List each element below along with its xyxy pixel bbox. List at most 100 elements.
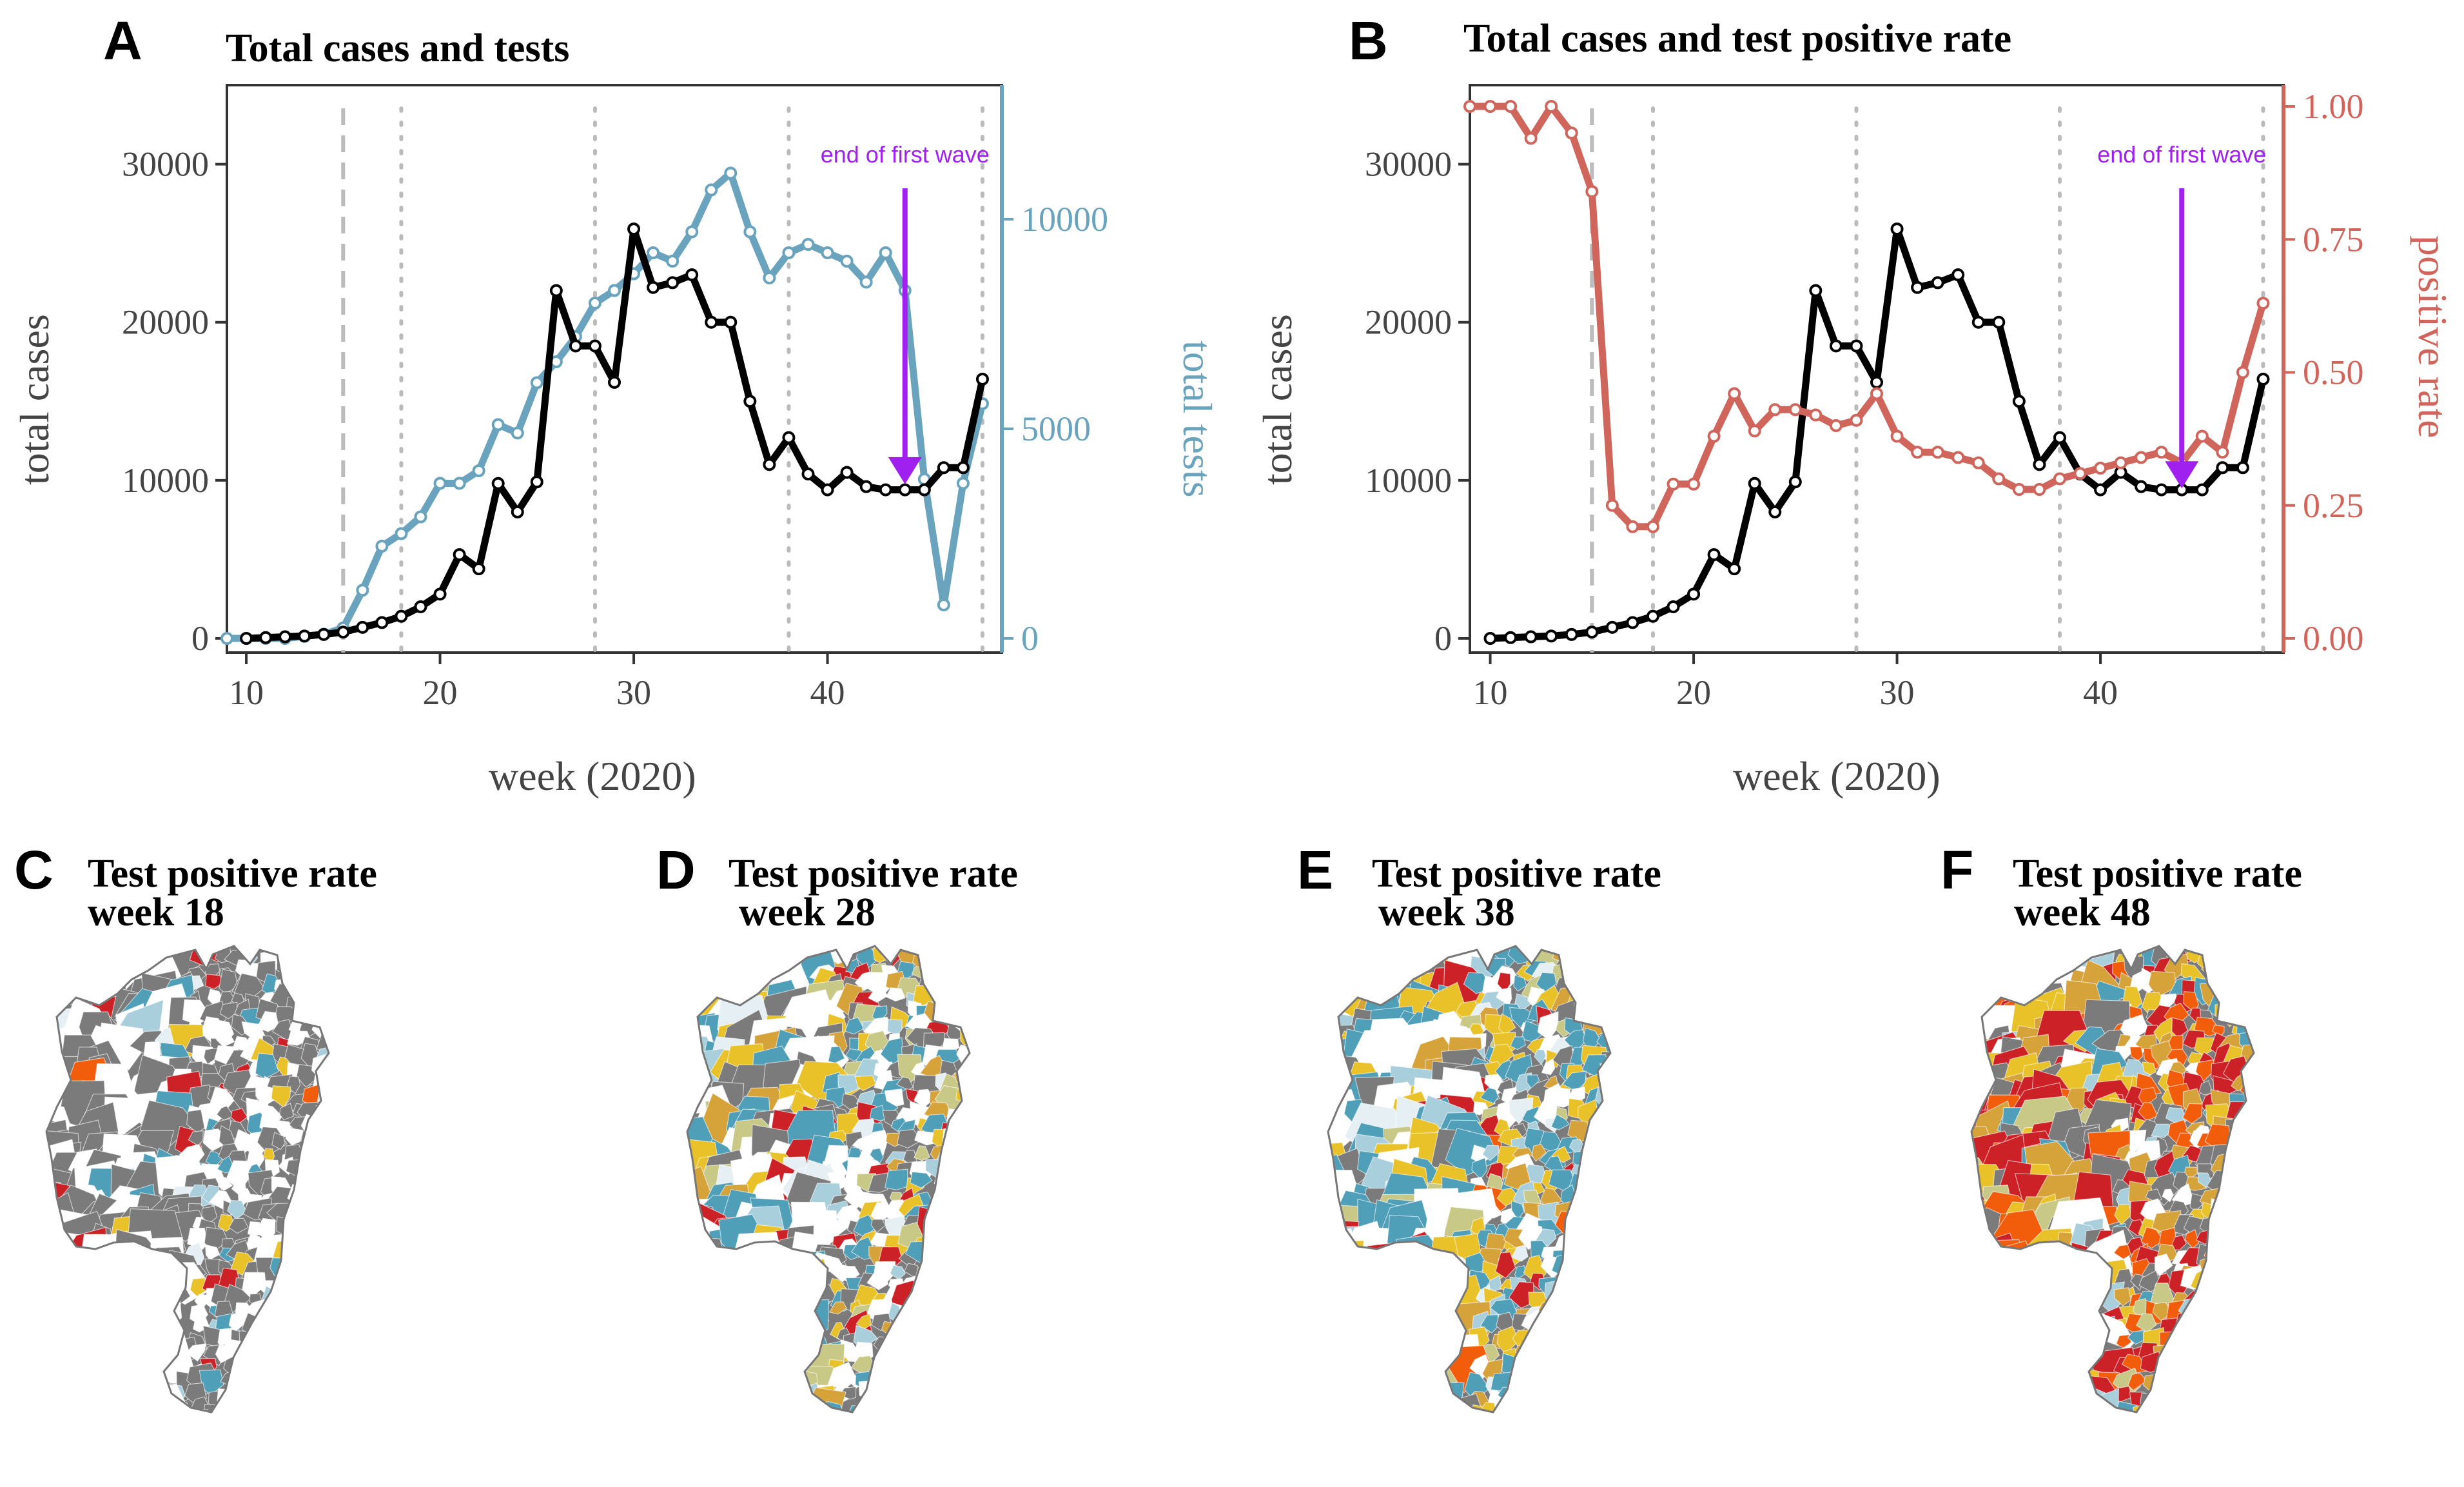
municipality — [1414, 1266, 1458, 1331]
municipality — [46, 948, 74, 977]
municipality — [705, 1303, 750, 1344]
series-total-cases — [1483, 222, 2270, 645]
data-point — [1850, 339, 1863, 353]
municipality — [2044, 1334, 2080, 1364]
municipality — [2023, 955, 2052, 993]
municipality — [1414, 1251, 1436, 1283]
municipality — [285, 956, 307, 977]
y-tick-label: 20000 — [122, 303, 209, 342]
municipality — [875, 1359, 895, 1379]
municipality — [2225, 966, 2244, 981]
municipality — [2227, 1169, 2250, 1194]
municipality — [767, 1247, 808, 1297]
municipality — [1971, 1332, 2007, 1374]
municipality — [2182, 1416, 2204, 1441]
municipality — [2054, 1291, 2088, 1329]
municipality — [46, 1292, 59, 1330]
municipality — [1596, 1322, 1610, 1341]
municipality — [2195, 1344, 2229, 1374]
municipality — [955, 959, 970, 983]
municipality — [1594, 1151, 1610, 1184]
municipality — [113, 1314, 142, 1340]
municipality — [1539, 1333, 1558, 1353]
data-point — [1992, 472, 2006, 486]
municipality — [2242, 1187, 2254, 1205]
municipality — [1550, 1374, 1569, 1399]
municipality — [1508, 1281, 1535, 1309]
municipality — [730, 1399, 780, 1412]
municipality — [2253, 1280, 2254, 1306]
municipality — [904, 1377, 921, 1395]
municipality — [294, 1196, 329, 1228]
municipality — [303, 1299, 322, 1318]
municipality — [101, 1289, 151, 1337]
municipality — [1349, 1301, 1378, 1329]
y2-tick-label: 5000 — [1021, 409, 1091, 448]
map-municipalities — [687, 946, 995, 1444]
municipality — [1510, 1036, 1526, 1050]
municipality — [2022, 1406, 2071, 1412]
data-point — [1890, 222, 1904, 236]
municipality — [2251, 990, 2254, 1009]
municipality — [1589, 1346, 1610, 1368]
municipality — [770, 1379, 799, 1412]
municipality — [2201, 946, 2224, 960]
municipality — [830, 1219, 849, 1236]
municipality — [928, 965, 953, 985]
panel-b-x-ticks: 10 20 30 40 — [1473, 653, 2118, 712]
municipality — [780, 1283, 810, 1311]
municipality — [930, 1252, 954, 1283]
map-e-choropleth — [1327, 945, 1636, 1413]
municipality — [2236, 1310, 2254, 1335]
municipality — [271, 1389, 300, 1412]
municipality — [2223, 946, 2240, 952]
municipality — [687, 1254, 709, 1293]
municipality — [926, 1305, 946, 1321]
municipality — [1607, 1185, 1610, 1217]
data-point — [220, 632, 233, 645]
municipality — [46, 946, 56, 954]
municipality — [961, 1345, 970, 1362]
municipality — [1971, 981, 1975, 1012]
municipality — [1612, 1004, 1636, 1025]
municipality — [1578, 1203, 1599, 1226]
data-point — [2012, 483, 2026, 496]
municipality — [1524, 1334, 1543, 1354]
municipality — [863, 1415, 885, 1435]
municipality — [1971, 963, 1991, 1019]
municipality — [56, 1321, 108, 1363]
data-point — [414, 510, 427, 524]
municipality — [46, 988, 56, 1009]
data-point — [414, 600, 427, 613]
data-point — [782, 431, 796, 444]
municipality — [965, 1420, 995, 1444]
municipality — [70, 1279, 91, 1305]
municipality — [2245, 1232, 2254, 1249]
map-f-choropleth — [1970, 945, 2278, 1441]
municipality — [275, 1337, 297, 1352]
municipality — [65, 1404, 108, 1412]
municipality — [2034, 1257, 2068, 1305]
data-point — [1545, 629, 1558, 643]
municipality — [300, 1157, 319, 1177]
municipality — [728, 1320, 761, 1366]
municipality — [224, 1416, 243, 1431]
municipality — [951, 1227, 970, 1256]
data-point — [491, 477, 505, 490]
municipality — [759, 1359, 810, 1410]
municipality — [743, 1326, 792, 1367]
data-point — [763, 271, 776, 284]
panel-a-y2-ticks: 0 5000 10000 — [1000, 85, 1108, 658]
municipality — [1980, 1287, 2016, 1334]
municipality — [1974, 1352, 1997, 1388]
data-point — [1605, 620, 1619, 634]
municipality — [746, 1337, 801, 1384]
municipality — [78, 950, 113, 990]
municipality — [46, 1405, 61, 1412]
municipality — [119, 1298, 151, 1334]
municipality — [1337, 1344, 1362, 1370]
municipality — [854, 1075, 877, 1092]
municipality — [1971, 1269, 2013, 1314]
municipality — [230, 1381, 256, 1409]
municipality — [2260, 1131, 2278, 1149]
